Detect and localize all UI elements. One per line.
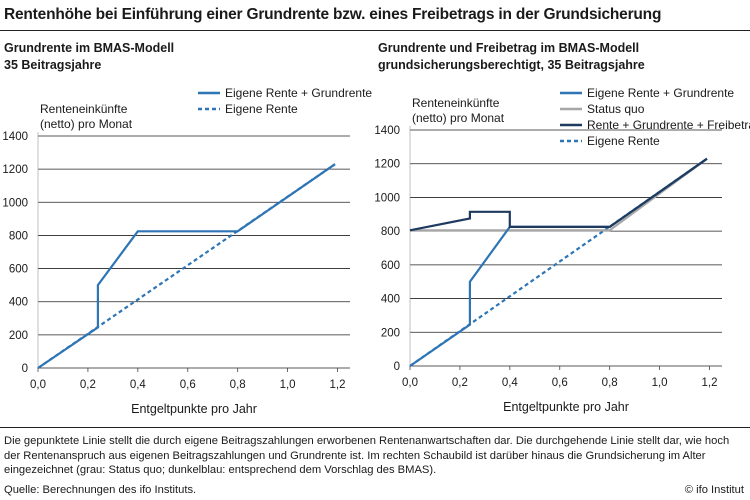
copyright-note: © ifo Institut — [684, 484, 744, 496]
chart2-series-line-2 — [410, 157, 708, 232]
left-panel-title-line1: Grundrente im BMAS-Modell — [4, 41, 175, 55]
chart1-legend-label-1: Eigene Rente + Grundrente — [225, 86, 372, 100]
chart2-y-tick-label: 1000 — [374, 192, 400, 204]
chart2-x-tick-label: 0,6 — [552, 377, 568, 389]
chart1-x-tick-label: 0,6 — [180, 379, 196, 391]
chart2-x-tick-label: 0,0 — [402, 377, 418, 389]
chart2-y-tick-label: 400 — [381, 294, 400, 306]
chart1-y-tick-label: 200 — [9, 330, 28, 342]
chart2-series-line-3 — [409, 157, 708, 232]
chart1-series-line-1 — [37, 163, 336, 369]
chart1-x-tick-label: 0,4 — [130, 379, 147, 391]
left-panel-title: Grundrente im BMAS-Modell 35 Beitragsjah… — [4, 40, 174, 74]
chart1-y-tick-label: 0 — [22, 363, 28, 375]
chart2-legend-label-2: Status quo — [587, 102, 645, 116]
right-panel-title: Grundrente und Freibetrag im BMAS-Modell… — [378, 40, 645, 74]
chart2-y-tick-label: 800 — [381, 226, 400, 238]
chart1-y-tick-label: 600 — [9, 264, 28, 276]
chart2-y-tick-label: 200 — [381, 327, 400, 339]
figure-title: Rentenhöhe bei Einführung einer Grundren… — [4, 6, 662, 23]
chart1-x-axis-label: Entgeltpunkte pro Jahr — [131, 402, 257, 416]
chart1-x-tick-label: 0,0 — [30, 379, 46, 391]
chart2-x-axis-label: Entgeltpunkte pro Jahr — [503, 400, 629, 414]
right-panel-title-line1: Grundrente und Freibetrag im BMAS-Modell — [378, 41, 640, 55]
charts-canvas: 0 200 400 600 800 1000 1200 1400 0,0 0,2 0,4 0,6 0,8… — [2, 86, 750, 416]
footnote: Die gepunktete Linie stellt die durch ei… — [4, 435, 730, 476]
left-panel-title-line2: 35 Beitragsjahre — [4, 58, 102, 72]
chart2-y-tick-label: 1400 — [374, 125, 400, 137]
chart1-y-tick-label: 1200 — [2, 164, 28, 176]
chart1-x-tick-label: 0,8 — [230, 379, 246, 391]
chart1-y-axis-label-line1: Renteneinkünfte — [40, 102, 128, 116]
chart2-x-tick-label: 0,4 — [502, 377, 519, 389]
chart2-legend-label-3: Rente + Grundrente + Freibetrag — [587, 118, 750, 132]
chart2-y-tick-label: 1200 — [374, 159, 400, 171]
footnote-rule — [0, 427, 750, 428]
chart1-y-tick-label: 1400 — [2, 131, 28, 143]
chart2-y-tick-label: 600 — [381, 260, 400, 272]
chart1-legend-label-2: Eigene Rente — [225, 102, 298, 116]
chart2-x-tick-label: 1,0 — [652, 377, 668, 389]
chart2-y-tick-label: 0 — [394, 361, 400, 373]
chart2-y-axis-label-line2: (netto) pro Monat — [412, 111, 505, 125]
chart1-x-tick-label: 0,2 — [80, 379, 96, 391]
chart1-y-axis-label-line2: (netto) pro Monat — [40, 117, 133, 131]
right-panel-title-line2: grundsicherungsberechtigt, 35 Beitragsja… — [378, 58, 645, 72]
chart1-y-tick-label: 400 — [9, 297, 28, 309]
source-note: Quelle: Berechnungen des ifo Instituts. — [4, 484, 197, 496]
title-rule — [0, 30, 750, 31]
chart2-legend-label-1: Eigene Rente + Grundrente — [587, 86, 734, 100]
chart2-x-tick-label: 0,2 — [452, 377, 468, 389]
chart2-y-axis-label-line1: Renteneinkünfte — [412, 96, 500, 110]
chart2-legend-label-4: Eigene Rente — [587, 134, 660, 148]
chart2-x-tick-label: 0,8 — [602, 377, 618, 389]
chart1-y-tick-label: 1000 — [2, 197, 28, 209]
chart1-x-tick-label: 1,0 — [280, 379, 296, 391]
chart2-x-tick-label: 1,2 — [702, 377, 718, 389]
chart1-y-tick-label: 800 — [9, 230, 28, 242]
chart1-x-tick-label: 1,2 — [330, 379, 346, 391]
